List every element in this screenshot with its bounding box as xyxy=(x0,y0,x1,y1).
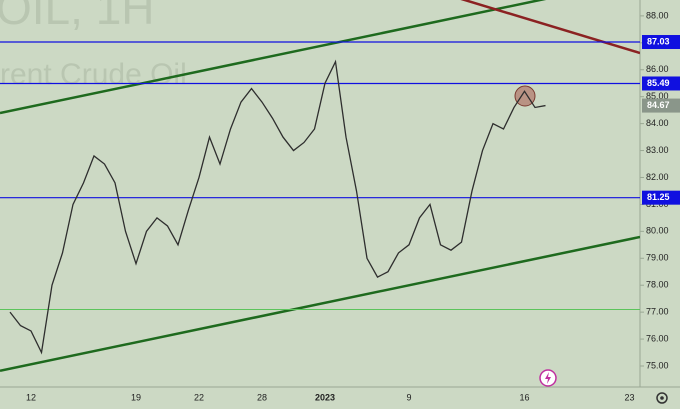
y-tick-label: 86.00 xyxy=(646,64,669,74)
trend-line xyxy=(0,235,640,373)
y-tick-label: 77.00 xyxy=(646,307,669,317)
level-label: 87.03 xyxy=(647,36,670,46)
x-tick-label: 19 xyxy=(131,392,141,402)
y-tick-label: 88.00 xyxy=(646,10,669,20)
last-price-label: 84.67 xyxy=(647,100,670,110)
level-label-box xyxy=(642,76,680,91)
level-label-box xyxy=(642,35,680,50)
y-tick-label: 83.00 xyxy=(646,145,669,155)
trend-line xyxy=(0,0,547,115)
level-label-box xyxy=(642,190,680,205)
y-tick-label: 80.00 xyxy=(646,226,669,236)
x-tick-label: 9 xyxy=(406,392,411,402)
last-price-box xyxy=(642,98,680,113)
x-tick-label: 23 xyxy=(624,392,634,402)
y-tick-label: 76.00 xyxy=(646,333,669,343)
x-tick-label: 2023 xyxy=(315,392,335,402)
level-label: 85.49 xyxy=(647,78,670,88)
price-line xyxy=(9,59,546,355)
y-tick-label: 84.00 xyxy=(646,118,669,128)
watermark-name: Brent Crude Oil xyxy=(0,58,187,91)
flash-icon[interactable] xyxy=(539,369,557,387)
y-tick-label: 79.00 xyxy=(646,253,669,263)
trend-line xyxy=(460,0,640,55)
settings-icon[interactable] xyxy=(656,392,668,404)
watermark-symbol: OIL, 1H xyxy=(0,0,155,34)
y-tick-label: 85.00 xyxy=(646,91,669,101)
level-label: 81.25 xyxy=(647,192,670,202)
x-tick-label: 12 xyxy=(26,392,36,402)
y-tick-label: 75.00 xyxy=(646,360,669,370)
x-tick-label: 28 xyxy=(257,392,267,402)
x-tick-label: 22 xyxy=(194,392,204,402)
highlight-circle xyxy=(514,85,536,107)
y-tick-label: 78.00 xyxy=(646,280,669,290)
y-tick-label: 82.00 xyxy=(646,172,669,182)
x-tick-label: 16 xyxy=(519,392,529,402)
